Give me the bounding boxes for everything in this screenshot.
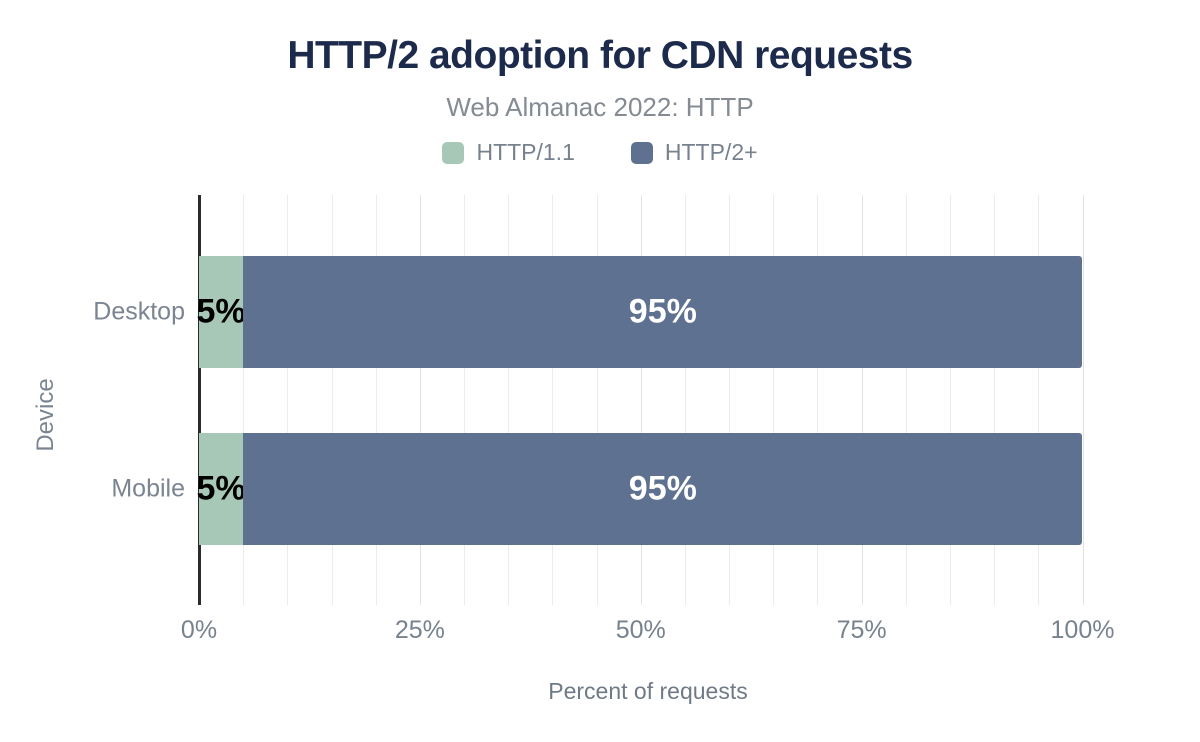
legend-swatch-icon (630, 141, 653, 164)
gridline-55 (684, 195, 686, 605)
x-tick-0: 0% (180, 616, 218, 644)
gridline-40 (552, 195, 554, 605)
plot-area: Desktop 5% 95% Mobile 5% 95% (93, 195, 1128, 605)
gridline-10 (287, 195, 289, 605)
legend-item-http-1-1: HTTP/1.1 (442, 139, 575, 166)
gridline-85 (949, 195, 951, 605)
y-axis-title: Device (32, 378, 59, 452)
value-label-http-2--mobile: 95% (628, 469, 697, 508)
gridline-50 (640, 195, 642, 605)
y-axis-line (198, 195, 201, 605)
value-label-http-1-1-mobile: 5% (196, 469, 246, 508)
value-label-http-2--desktop: 95% (628, 292, 697, 331)
chart-subtitle: Web Almanac 2022: HTTP (446, 92, 754, 122)
legend-label: HTTP/2+ (664, 139, 758, 165)
legend: HTTP/1.1 HTTP/2+ (0, 139, 1200, 166)
gridline-70 (817, 195, 819, 605)
bar-segment-http-1-1-mobile (199, 433, 244, 545)
gridline-100 (1082, 195, 1084, 605)
bar-segment-http-2--desktop (243, 256, 1083, 368)
gridline-15 (331, 195, 333, 605)
x-axis-ticks: 0% 25% 50% 75% 100% (181, 616, 1128, 646)
x-tick-50: 50% (615, 616, 666, 644)
gridline-5 (243, 195, 245, 605)
chart-title: HTTP/2 adoption for CDN requests (287, 34, 913, 77)
bar-row-mobile: Mobile 5% 95% (111, 433, 1128, 545)
gridline-80 (905, 195, 907, 605)
x-tick-25: 25% (394, 616, 445, 644)
gridline-20 (375, 195, 377, 605)
category-label-desktop: Desktop (93, 297, 185, 326)
bar-row-desktop: Desktop 5% 95% (93, 256, 1128, 368)
x-tick-75: 75% (836, 616, 887, 644)
legend-item-http-2-: HTTP/2+ (630, 139, 758, 166)
gridline-95 (1038, 195, 1040, 605)
bar-segment-http-1-1-desktop (199, 256, 244, 368)
legend-label: HTTP/1.1 (476, 139, 575, 165)
legend-swatch-icon (442, 141, 465, 164)
x-tick-100: 100% (1050, 616, 1115, 644)
value-label-http-1-1-desktop: 5% (196, 292, 246, 331)
x-axis-title: Percent of requests (548, 678, 748, 704)
gridline-65 (773, 195, 775, 605)
gridline-35 (508, 195, 510, 605)
gridline-30 (464, 195, 466, 605)
gridline-60 (729, 195, 731, 605)
category-label-mobile: Mobile (111, 474, 185, 503)
gridline-45 (596, 195, 598, 605)
gridline-25 (419, 195, 421, 605)
bar-segment-http-2--mobile (243, 433, 1083, 545)
gridline-75 (861, 195, 863, 605)
gridline-90 (994, 195, 996, 605)
